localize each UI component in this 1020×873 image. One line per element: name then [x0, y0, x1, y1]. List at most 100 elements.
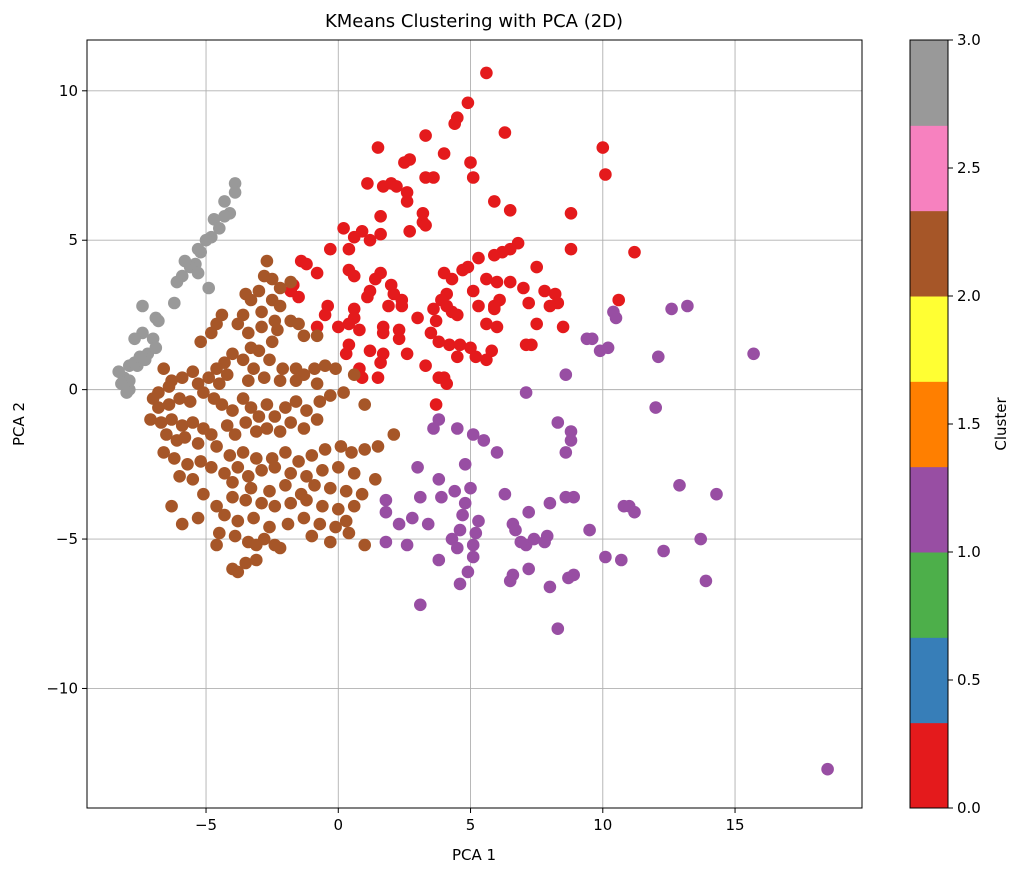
cluster-2-point	[152, 401, 165, 414]
cluster-0-point	[488, 302, 501, 316]
plot-frame	[86, 39, 863, 809]
cluster-2-point	[329, 520, 342, 534]
cluster-0-point	[530, 317, 543, 331]
cluster-1-point	[477, 434, 491, 447]
cluster-2-point	[279, 446, 292, 459]
cluster-0-point	[374, 227, 387, 241]
cluster-1-point	[466, 550, 480, 564]
cluster-3-point	[199, 233, 213, 247]
cluster-2-point	[165, 413, 178, 426]
cluster-2-point	[255, 305, 268, 319]
cluster-1-point	[649, 401, 662, 414]
cluster-2-point	[191, 437, 205, 450]
colorbar-tick-label: 0.5	[957, 671, 981, 689]
cluster-2-point	[226, 476, 239, 489]
cluster-1-point	[527, 532, 541, 546]
cluster-2-point	[279, 401, 292, 414]
cluster-2-point	[210, 499, 223, 513]
colorbar-segment	[910, 722, 948, 809]
cluster-2-point	[236, 353, 250, 367]
cluster-2-point	[239, 416, 252, 429]
cluster-2-point	[242, 470, 255, 483]
cluster-1-point	[652, 350, 665, 364]
cluster-2-point	[347, 368, 361, 382]
cluster-0-point	[429, 398, 443, 411]
cluster-1-point	[451, 422, 464, 435]
cluster-2-point	[265, 335, 279, 349]
cluster-2-point	[223, 449, 237, 462]
cluster-2-point	[284, 467, 298, 480]
cluster-2-point	[205, 428, 218, 441]
cluster-2-point	[213, 526, 226, 540]
cluster-2-point	[387, 428, 401, 441]
cluster-3-point	[191, 266, 205, 280]
cluster-2-point	[271, 323, 284, 337]
cluster-1-point	[414, 598, 427, 612]
cluster-2-point	[281, 517, 295, 531]
cluster-0-point	[480, 353, 493, 367]
cluster-2-point	[228, 529, 242, 543]
cluster-2-point	[231, 317, 245, 331]
cluster-3-point	[149, 341, 163, 355]
cluster-1-point	[469, 526, 483, 540]
cluster-2-point	[265, 272, 279, 286]
y-tick-label: −5	[56, 530, 78, 548]
colorbar-tick-label: 3.0	[957, 31, 981, 49]
cluster-0-point	[466, 171, 480, 184]
cluster-0-point	[517, 281, 530, 295]
cluster-2-point	[218, 508, 231, 522]
cluster-0-point	[488, 195, 501, 208]
cluster-1-point	[411, 461, 424, 474]
cluster-3-point	[136, 299, 149, 313]
cluster-0-point	[310, 320, 324, 334]
cluster-2-point	[273, 281, 287, 295]
cluster-2-point	[329, 362, 342, 376]
cluster-1-point	[451, 541, 464, 555]
cluster-0-point	[371, 371, 385, 385]
x-axis-ticks: −5 0 5 10 15	[195, 808, 745, 834]
cluster-2-point	[310, 329, 324, 343]
cluster-0-point	[363, 344, 377, 358]
cluster-2-point	[263, 484, 276, 498]
cluster-2-point	[228, 428, 242, 441]
cluster-2-point	[263, 353, 276, 367]
cluster-2-point	[332, 461, 345, 474]
cluster-2-point	[181, 458, 194, 471]
cluster-2-point	[244, 341, 258, 355]
cluster-2-point	[244, 293, 258, 307]
cluster-2-point	[205, 461, 218, 474]
cluster-2-point	[162, 398, 176, 411]
cluster-0-point	[453, 338, 467, 352]
cluster-2-point	[358, 538, 372, 552]
cluster-2-point	[226, 347, 239, 361]
cluster-1-point	[509, 523, 522, 537]
cluster-0-point	[419, 129, 432, 142]
cluster-1-point	[559, 446, 573, 459]
cluster-0-point	[437, 147, 451, 160]
cluster-1-point	[601, 341, 615, 355]
cluster-1-point	[681, 299, 694, 313]
cluster-2-point	[210, 440, 223, 453]
cluster-2-point	[252, 410, 266, 423]
cluster-1-point	[538, 535, 551, 549]
cluster-0-point	[400, 195, 414, 208]
cluster-2-point	[194, 455, 207, 468]
cluster-0-point	[403, 225, 417, 238]
cluster-0-point	[503, 204, 517, 217]
colorbar-segment	[910, 125, 948, 212]
cluster-1-point	[448, 484, 462, 498]
cluster-2-point	[273, 425, 287, 438]
cluster-0-point	[480, 66, 493, 80]
cluster-1-point	[392, 517, 406, 531]
cluster-1-point	[543, 580, 557, 594]
cluster-2-point	[292, 455, 305, 468]
cluster-2-point	[173, 470, 186, 483]
colorbar-tick-label: 1.5	[957, 415, 981, 433]
cluster-0-point	[429, 314, 443, 328]
cluster-2-point	[310, 413, 324, 426]
cluster-2-point	[231, 461, 245, 474]
cluster-2-point	[210, 362, 223, 376]
cluster-2-point	[276, 362, 290, 376]
cluster-0-point	[564, 242, 578, 256]
cluster-1-point	[673, 479, 686, 492]
